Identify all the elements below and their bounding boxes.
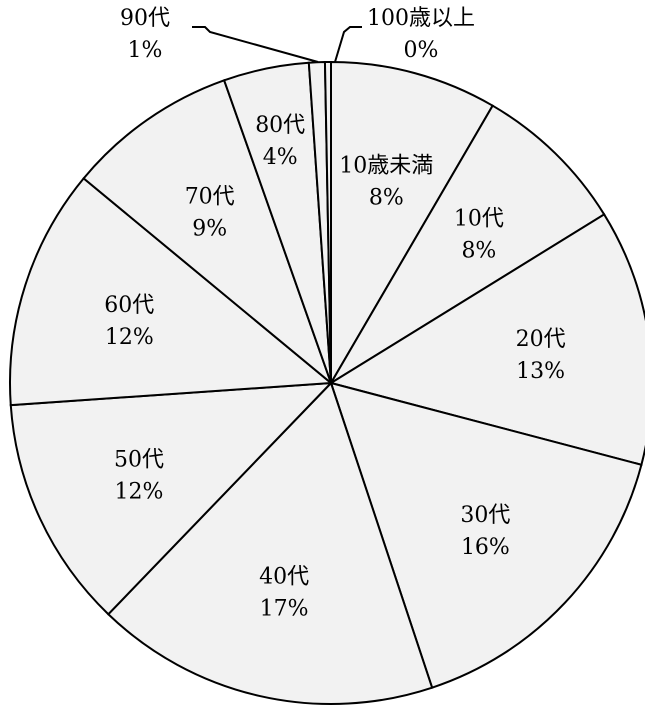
pie-slice-4 bbox=[329, 381, 643, 689]
slice-percent-label: 1% bbox=[128, 38, 163, 63]
slice-percent-label: 17% bbox=[260, 597, 309, 622]
slice-percent-label: 12% bbox=[115, 480, 164, 505]
slice-category-label: 60代 bbox=[104, 293, 154, 318]
slice-percent-label: 8% bbox=[369, 186, 404, 211]
pie-slice-8 bbox=[82, 79, 334, 387]
slice-percent-label: 12% bbox=[105, 325, 154, 350]
pie-slice-2 bbox=[330, 104, 606, 384]
slice-category-label: 20代 bbox=[516, 327, 566, 352]
slice-percent-label: 9% bbox=[192, 216, 227, 241]
pie-slice-1 bbox=[330, 60, 495, 387]
slice-percent-label: 16% bbox=[461, 535, 510, 560]
slice-percent-label: 13% bbox=[516, 359, 565, 384]
pie-slices bbox=[9, 60, 645, 705]
leader-line-11 bbox=[334, 26, 362, 63]
slice-category-label: 30代 bbox=[460, 503, 510, 528]
pie-slice-11 bbox=[323, 60, 332, 384]
pie-slice-5 bbox=[106, 381, 434, 705]
slice-category-label: 80代 bbox=[255, 113, 305, 138]
pie-slice-3 bbox=[328, 213, 645, 467]
slice-category-label: 50代 bbox=[114, 448, 164, 473]
slice-percent-label: 8% bbox=[461, 238, 496, 263]
pie-slice-6 bbox=[9, 381, 334, 616]
slice-category-label: 10歳未満 bbox=[339, 154, 433, 179]
slice-category-label: 100歳以上 bbox=[367, 6, 475, 31]
slice-percent-label: 0% bbox=[404, 38, 439, 63]
leader-line-10 bbox=[192, 26, 319, 63]
slice-category-label: 10代 bbox=[454, 206, 504, 231]
pie-slice-7 bbox=[9, 176, 334, 407]
slice-percent-label: 4% bbox=[263, 145, 298, 170]
slice-labels: 10歳未満 8% 10代 8% 20代 13% 30代 16% 40代 17% 50代 12% 60代 1… bbox=[104, 6, 565, 622]
slice-category-label: 40代 bbox=[259, 565, 309, 590]
slice-category-label: 90代 bbox=[120, 6, 170, 31]
leader-lines bbox=[192, 26, 362, 63]
slice-category-label: 70代 bbox=[185, 184, 235, 209]
